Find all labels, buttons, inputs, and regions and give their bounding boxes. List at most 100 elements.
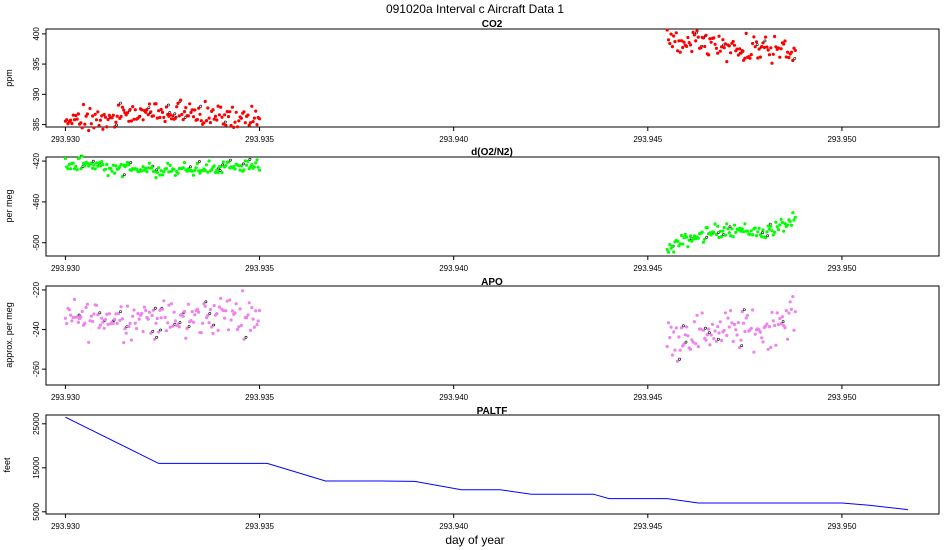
data-point — [673, 40, 677, 44]
data-point — [668, 243, 672, 247]
data-point — [766, 224, 770, 228]
data-point — [677, 335, 681, 339]
data-point — [198, 112, 202, 116]
data-point-outline — [682, 324, 685, 328]
data-point — [729, 51, 733, 55]
data-point-outline — [684, 340, 688, 344]
data-point — [732, 43, 737, 47]
data-point — [769, 224, 773, 228]
data-point — [160, 110, 165, 114]
data-point — [220, 115, 224, 119]
data-point — [210, 325, 214, 329]
data-point-outline — [199, 104, 203, 108]
data-point — [761, 228, 765, 232]
data-point — [709, 40, 713, 44]
data-point — [743, 222, 747, 226]
data-point — [88, 106, 92, 111]
data-point — [191, 115, 196, 119]
data-point — [171, 324, 175, 328]
data-point — [687, 238, 691, 242]
data-point — [678, 242, 682, 246]
data-point — [257, 168, 262, 172]
data-point — [758, 330, 763, 334]
data-point — [169, 169, 174, 173]
data-point — [721, 38, 725, 42]
y-tick-label: -460 — [32, 193, 41, 210]
data-point — [110, 169, 114, 173]
data-point — [129, 119, 133, 123]
data-point — [783, 326, 787, 330]
data-point — [666, 250, 671, 254]
data-point — [685, 44, 689, 49]
panel-do2n2-y-ticks: -420 -460 -500 — [32, 153, 46, 251]
data-point — [257, 308, 262, 313]
data-point-outline — [119, 310, 122, 314]
y-tick-label: 400 — [32, 27, 41, 41]
data-point-outline — [91, 159, 95, 163]
data-point — [116, 103, 121, 107]
data-point — [252, 165, 256, 169]
data-point — [736, 53, 741, 57]
data-point — [219, 296, 223, 300]
data-point — [704, 33, 708, 37]
data-point-outline — [241, 162, 245, 166]
data-point — [141, 329, 145, 334]
data-point — [235, 125, 240, 129]
data-point — [731, 235, 735, 239]
data-point — [216, 328, 220, 332]
data-point — [176, 171, 180, 175]
data-point — [725, 333, 729, 338]
data-point — [754, 40, 759, 44]
x-tick-label: 293.935 — [245, 264, 274, 273]
data-point — [773, 230, 777, 234]
data-point — [118, 165, 122, 169]
data-point — [250, 163, 254, 167]
data-point — [195, 117, 199, 122]
panel-paltf-y-ticks: 5000 15000 25000 — [32, 412, 46, 521]
data-point — [125, 111, 130, 115]
data-point — [716, 224, 720, 228]
data-point — [202, 302, 206, 306]
data-point — [140, 108, 144, 112]
data-point — [751, 41, 755, 46]
data-point — [714, 233, 719, 237]
data-point-outline — [212, 323, 216, 327]
data-point — [691, 30, 695, 34]
data-point — [676, 49, 680, 53]
data-point — [224, 123, 228, 127]
data-point — [792, 328, 796, 332]
data-point — [229, 318, 233, 322]
data-point — [670, 353, 675, 357]
data-point — [223, 316, 227, 320]
data-point-outline — [218, 169, 222, 172]
data-point — [157, 330, 161, 334]
data-point — [243, 121, 247, 125]
data-point — [147, 310, 152, 314]
panel-co2-points — [63, 28, 797, 133]
data-point — [721, 229, 725, 233]
data-point — [742, 321, 746, 325]
data-point — [113, 317, 117, 321]
data-point — [700, 230, 704, 234]
data-point-outline — [707, 331, 711, 335]
data-point — [91, 319, 95, 324]
data-point — [114, 120, 118, 124]
data-point — [695, 313, 699, 317]
data-point — [710, 322, 715, 326]
data-point — [113, 171, 117, 175]
data-point — [119, 305, 123, 309]
data-point-outline — [183, 116, 187, 120]
data-point — [735, 333, 739, 337]
data-point — [713, 42, 717, 46]
data-point — [164, 167, 168, 171]
data-point-outline — [766, 234, 770, 238]
data-point — [674, 326, 678, 330]
data-point — [111, 321, 115, 325]
data-point — [691, 340, 695, 344]
data-point — [669, 325, 673, 329]
data-point-outline — [197, 160, 201, 163]
data-point — [738, 346, 742, 350]
x-tick-label: 293.930 — [51, 264, 80, 273]
data-point — [760, 336, 764, 340]
data-point — [771, 319, 775, 323]
